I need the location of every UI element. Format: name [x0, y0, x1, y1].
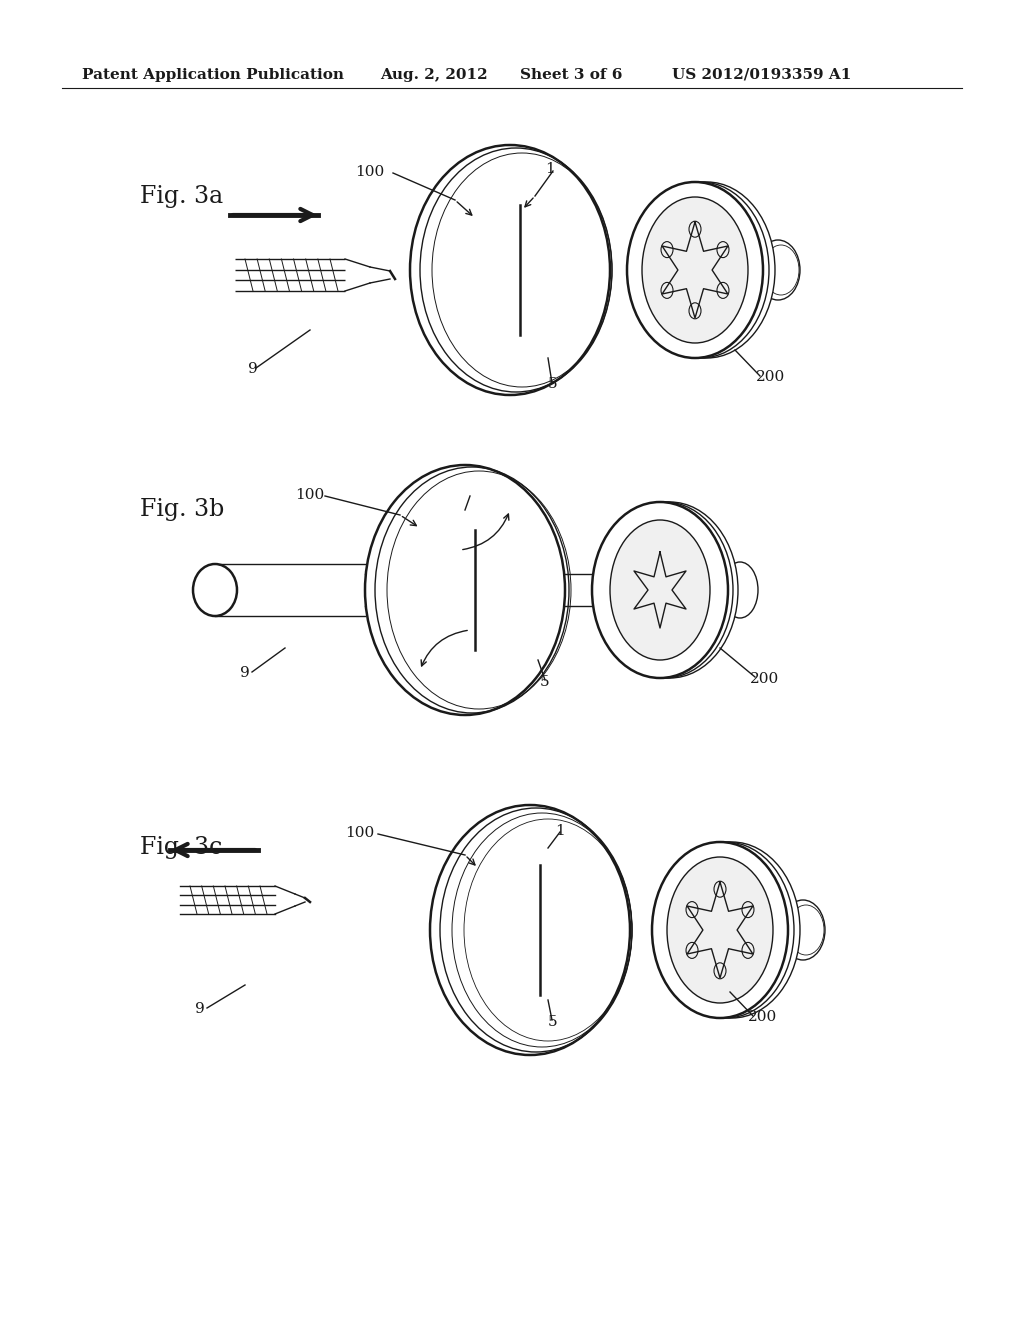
Ellipse shape: [592, 502, 728, 678]
Ellipse shape: [788, 906, 824, 954]
Ellipse shape: [610, 520, 710, 660]
Text: 5: 5: [548, 378, 558, 391]
Text: Aug. 2, 2012: Aug. 2, 2012: [380, 69, 487, 82]
Text: Fig. 3a: Fig. 3a: [140, 185, 223, 209]
Ellipse shape: [756, 240, 800, 300]
Ellipse shape: [781, 900, 825, 960]
Ellipse shape: [658, 842, 794, 1018]
Ellipse shape: [193, 564, 237, 616]
Ellipse shape: [763, 246, 799, 294]
Ellipse shape: [365, 465, 565, 715]
Text: US 2012/0193359 A1: US 2012/0193359 A1: [672, 69, 851, 82]
Text: 1: 1: [545, 162, 555, 176]
Ellipse shape: [602, 502, 738, 678]
Text: Sheet 3 of 6: Sheet 3 of 6: [520, 69, 623, 82]
Text: 5: 5: [540, 675, 550, 689]
Text: 100: 100: [355, 165, 384, 180]
Text: 100: 100: [295, 488, 325, 502]
Ellipse shape: [633, 182, 769, 358]
Text: 200: 200: [750, 672, 779, 686]
Text: 1: 1: [555, 824, 565, 838]
Text: Fig. 3b: Fig. 3b: [140, 498, 224, 521]
Ellipse shape: [664, 842, 800, 1018]
Ellipse shape: [639, 182, 775, 358]
Text: 9: 9: [248, 362, 258, 376]
Text: Patent Application Publication: Patent Application Publication: [82, 69, 344, 82]
Text: 100: 100: [345, 826, 374, 840]
Ellipse shape: [410, 145, 610, 395]
Text: Fig. 3c: Fig. 3c: [140, 836, 222, 859]
Text: 1: 1: [464, 488, 474, 502]
Ellipse shape: [597, 502, 733, 678]
Text: 9: 9: [240, 667, 250, 680]
Ellipse shape: [627, 182, 763, 358]
Text: 200: 200: [756, 370, 785, 384]
Ellipse shape: [667, 857, 773, 1003]
Ellipse shape: [642, 197, 748, 343]
Ellipse shape: [430, 805, 630, 1055]
Ellipse shape: [652, 842, 788, 1018]
Text: 9: 9: [195, 1002, 205, 1016]
Ellipse shape: [722, 562, 758, 618]
Text: 5: 5: [548, 1015, 558, 1030]
Text: 200: 200: [748, 1010, 777, 1024]
